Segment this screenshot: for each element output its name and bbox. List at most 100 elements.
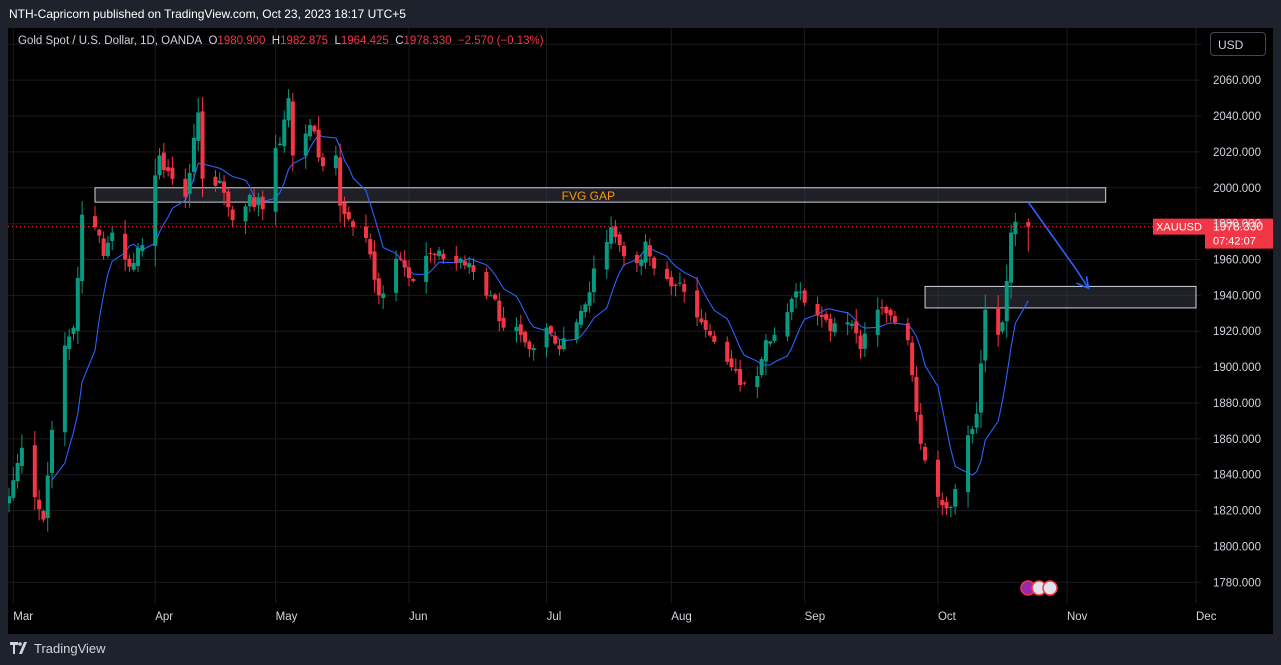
candle-down xyxy=(170,167,175,179)
candle-up xyxy=(437,250,442,257)
chart-panel[interactable]: FVG GAPXAUUSD1978.33007:42:072080.000206… xyxy=(8,28,1273,634)
candle-up xyxy=(8,496,11,504)
candle-up xyxy=(105,242,110,257)
high-value: 1982.875 xyxy=(280,35,329,47)
candle-down xyxy=(338,157,343,206)
candle-up xyxy=(643,241,648,263)
candle-up xyxy=(1013,221,1018,235)
candle-down xyxy=(725,341,730,362)
candle-down xyxy=(342,202,347,215)
candle-down xyxy=(441,253,446,260)
candle-down xyxy=(802,290,807,303)
moving-average-line xyxy=(51,134,1029,481)
price-axis-label: 1880.000 xyxy=(1213,398,1261,410)
candle-up xyxy=(1004,281,1009,322)
candle-up xyxy=(531,348,536,351)
time-axis-label: Oct xyxy=(938,611,957,623)
symbol-tag: XAUUSD xyxy=(1156,222,1202,234)
symbol-tag-bg xyxy=(1153,218,1205,235)
price-axis-label: 1800.000 xyxy=(1213,541,1261,553)
price-axis-label: 1900.000 xyxy=(1213,362,1261,374)
candle-down xyxy=(634,254,639,264)
candle-down xyxy=(905,323,910,341)
candle-down xyxy=(703,320,708,330)
candle-up xyxy=(970,429,975,435)
candle-down xyxy=(428,252,433,254)
candle-up xyxy=(308,125,313,137)
price-axis-label: 1960.000 xyxy=(1213,255,1261,267)
time-axis-label: May xyxy=(276,611,298,623)
candle-down xyxy=(406,267,411,279)
time-axis-label: Nov xyxy=(1067,611,1088,623)
candle-up xyxy=(755,376,760,388)
candle-down xyxy=(613,226,618,237)
time-axis-label: Jul xyxy=(547,611,562,623)
candle-up xyxy=(277,143,282,146)
candle-up xyxy=(394,258,399,293)
price-chart[interactable]: FVG GAPXAUUSD1978.33007:42:072080.000206… xyxy=(8,28,1273,634)
candle-up xyxy=(458,258,463,263)
candle-up xyxy=(140,245,145,252)
candle-up xyxy=(1009,232,1014,283)
candle-down xyxy=(398,258,403,260)
candle-down xyxy=(166,167,171,172)
candle-up xyxy=(1000,322,1005,332)
candle-up xyxy=(948,506,953,508)
candle-down xyxy=(501,317,506,328)
candle-down xyxy=(312,125,317,132)
candle-down xyxy=(880,307,885,309)
low-label: L xyxy=(334,35,341,47)
candle-down xyxy=(41,511,46,520)
candle-down xyxy=(37,499,42,510)
candle-down xyxy=(346,212,351,220)
candle-up xyxy=(798,291,803,293)
price-axis-label: 1820.000 xyxy=(1213,506,1261,518)
candle-down xyxy=(669,276,674,287)
candle-down xyxy=(454,255,459,264)
zone-box xyxy=(924,285,1197,309)
candle-up xyxy=(256,197,261,206)
low-value: 1964.425 xyxy=(340,35,389,47)
candle-down xyxy=(518,324,523,335)
candle-down xyxy=(101,238,106,256)
candle-up xyxy=(62,345,67,433)
currency-button[interactable]: USD xyxy=(1210,32,1266,56)
candle-down xyxy=(213,176,218,186)
candle-up xyxy=(67,336,72,350)
candle-up xyxy=(763,340,768,362)
candle-down xyxy=(93,216,98,228)
candle-up xyxy=(953,489,958,507)
price-axis-label: 1940.000 xyxy=(1213,290,1261,302)
candle-up xyxy=(587,292,592,306)
price-tag-bg xyxy=(1205,218,1273,249)
symbol-title[interactable]: Gold Spot / U.S. Dollar, 1D, OANDA xyxy=(18,35,203,47)
candle-down xyxy=(290,101,295,156)
fvg-gap-label: FVG GAP xyxy=(562,189,615,203)
candle-up xyxy=(243,206,248,222)
candle-down xyxy=(733,368,738,371)
candle-down xyxy=(372,251,377,280)
candle-up xyxy=(217,180,222,183)
price-axis-label: 1840.000 xyxy=(1213,470,1261,482)
candle-up xyxy=(578,310,583,325)
candle-up xyxy=(286,98,291,121)
candle-down xyxy=(910,342,915,376)
candle-down xyxy=(127,258,132,267)
candle-up xyxy=(514,326,519,332)
candle-up xyxy=(862,333,867,349)
candle-down xyxy=(665,268,670,279)
candle-down xyxy=(699,318,704,323)
candle-down xyxy=(622,245,627,257)
candle-up xyxy=(677,282,682,284)
candle-down xyxy=(888,309,893,316)
candle-down xyxy=(200,111,205,179)
candle-up xyxy=(247,194,252,207)
candle-down xyxy=(320,157,325,167)
price-axis-label: 1860.000 xyxy=(1213,434,1261,446)
candle-down xyxy=(497,300,502,322)
time-axis-label: Sep xyxy=(805,611,825,623)
candle-down xyxy=(260,196,265,210)
candle-up xyxy=(832,323,837,333)
tradingview-logo[interactable]: TradingView xyxy=(10,641,106,656)
candle-down xyxy=(411,278,416,282)
